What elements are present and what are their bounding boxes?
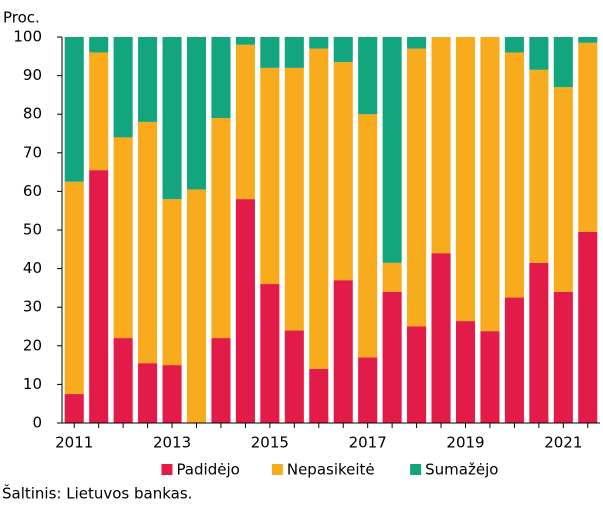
bar-segment <box>431 37 451 254</box>
bar-segment <box>382 291 402 423</box>
bar-segment <box>333 280 353 423</box>
bar-segment <box>235 37 255 45</box>
bar-segment <box>358 114 378 358</box>
bar-segment <box>89 52 109 171</box>
y-tick-label: 70 <box>23 143 42 161</box>
legend-label: Padidėjo <box>176 461 239 479</box>
bar-segment <box>529 262 549 423</box>
bar-segment <box>333 62 353 281</box>
legend-swatch <box>271 464 283 475</box>
bar-segment <box>186 189 207 423</box>
bar-segment <box>309 37 329 49</box>
bar-segment <box>578 37 598 43</box>
bar-segment <box>333 37 353 63</box>
bar-segment <box>235 44 255 200</box>
bar-segment <box>113 37 133 138</box>
x-tick-label: 2015 <box>251 434 289 452</box>
legend-label: Sumažėjo <box>425 461 498 479</box>
bar-segment <box>455 321 476 423</box>
y-tick-label: 30 <box>23 298 42 316</box>
bar-segment <box>504 52 524 298</box>
bar-segment <box>553 37 573 88</box>
bar-segment <box>64 181 84 395</box>
bar-segment <box>113 137 133 339</box>
bar-segment <box>553 291 573 423</box>
bar-segment <box>504 37 524 53</box>
legend-swatch <box>410 464 422 475</box>
bar-segment <box>113 338 133 423</box>
source: Šaltinis: Lietuvos bankas. <box>2 484 192 503</box>
bar-segment <box>138 363 158 423</box>
bar-segment <box>455 37 476 322</box>
bar-segment <box>309 368 329 423</box>
y-tick-label: 20 <box>23 336 42 354</box>
bar-segment <box>64 37 84 182</box>
bar-segment <box>407 326 427 423</box>
bar-segment <box>211 37 231 119</box>
bar-segment <box>260 67 280 285</box>
bar-segment <box>235 199 255 423</box>
y-tick-label: 90 <box>23 66 42 84</box>
x-tick-label: 2019 <box>446 434 484 452</box>
bar-segment <box>480 331 500 423</box>
bar-segment <box>284 67 304 331</box>
legend-label: Nepasikeitė <box>287 461 375 479</box>
bar-segment <box>284 37 304 68</box>
legend-swatch <box>161 464 173 475</box>
bar-segment <box>162 199 182 366</box>
x-tick-label: 2021 <box>544 434 582 452</box>
bar-segment <box>211 118 231 339</box>
bar-segment <box>162 365 182 423</box>
bar-segment <box>382 262 402 292</box>
y-tick-label: 40 <box>23 259 42 277</box>
x-tick-label: 2017 <box>349 434 387 452</box>
bar-segment <box>358 37 378 115</box>
bar-segment <box>504 297 524 423</box>
bar-segment <box>529 37 549 70</box>
x-tick-label: 2013 <box>153 434 191 452</box>
bar-segment <box>480 37 500 332</box>
bar-segment <box>578 231 598 423</box>
bar-segment <box>284 330 304 423</box>
bar-segment <box>186 37 207 190</box>
bar-segment <box>89 170 109 423</box>
bar-segment <box>64 394 84 423</box>
bar-segment <box>260 37 280 68</box>
bar-segment <box>407 37 427 49</box>
bar-segment <box>358 357 378 423</box>
y-tick-label: 100 <box>13 28 42 46</box>
y-tick-label: 60 <box>23 182 42 200</box>
y-tick-label: 50 <box>23 221 42 239</box>
bar-segment <box>89 37 109 53</box>
bar-segment <box>382 37 402 263</box>
bar-segment <box>431 253 451 423</box>
y-axis-label: Proc. <box>3 9 40 27</box>
y-tick-label: 10 <box>23 375 42 393</box>
bar-segment <box>260 284 280 423</box>
bar-segment <box>211 338 231 423</box>
y-tick-label: 0 <box>32 414 42 432</box>
bar-segment <box>309 48 329 369</box>
bar-segment <box>162 37 182 200</box>
bar-segment <box>529 69 549 263</box>
bar-segment <box>407 48 427 327</box>
y-tick-label: 80 <box>23 105 42 123</box>
bar-segment <box>138 37 158 122</box>
bar-segment <box>578 42 598 232</box>
x-tick-label: 2011 <box>55 434 93 452</box>
bar-segment <box>553 87 573 292</box>
bar-segment <box>138 121 158 364</box>
